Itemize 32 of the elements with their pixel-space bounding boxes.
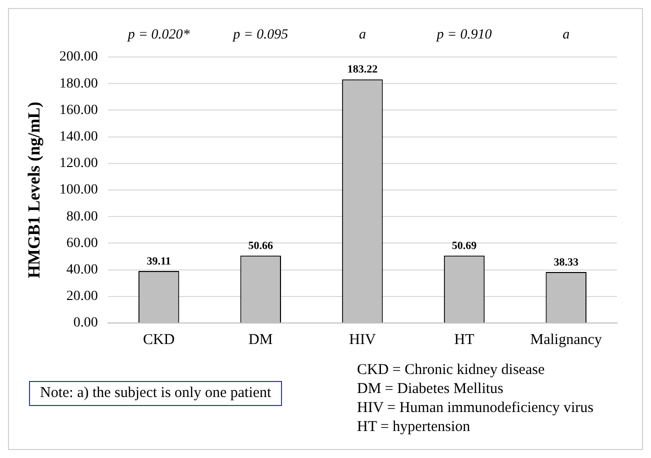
x-tick-label: HT (454, 332, 474, 348)
y-tick-label: 0.00 (73, 316, 98, 331)
y-tick-label: 180.00 (59, 76, 98, 92)
text: HT = hypertension (357, 418, 472, 437)
text: HIV = Human immunodeficiency virus (357, 399, 594, 418)
y-tick-label: 160.00 (59, 102, 98, 118)
text: p = 0.020* (126, 28, 190, 43)
x-tick-label: HIV (349, 332, 376, 348)
text: Note: a) the subject is only one patient (29, 381, 282, 406)
y-tick-label: 200.00 (59, 50, 98, 65)
y-tick-label: 20.00 (66, 289, 98, 304)
x-tick-label: Malignancy (530, 332, 602, 348)
y-tick-label: 100.00 (59, 182, 98, 198)
y-tick-label: 120.00 (59, 156, 98, 172)
text: p = 0.910 (436, 28, 492, 43)
data-label: 39.11 (146, 255, 171, 268)
x-tick-label: DM (248, 332, 273, 348)
text: DM = Diabetes Mellitus (357, 380, 504, 399)
y-tick-label: 80.00 (66, 209, 98, 224)
data-label: 183.22 (347, 64, 378, 76)
text: CKD = Chronic kidney disease (357, 361, 546, 380)
data-label: 50.69 (452, 240, 478, 252)
y-axis-title: HMGB1 Levels (ng/mL) (24, 102, 44, 278)
text: p = 0.095 (232, 28, 288, 43)
x-tick-label: CKD (142, 332, 175, 348)
data-label: 38.33 (554, 256, 579, 268)
text: a (358, 28, 366, 43)
data-label: 50.66 (248, 240, 274, 252)
y-tick-label: 60.00 (66, 236, 98, 251)
text: a (562, 28, 570, 43)
y-tick-label: 40.00 (66, 262, 98, 278)
y-tick-label: 140.00 (59, 129, 98, 144)
